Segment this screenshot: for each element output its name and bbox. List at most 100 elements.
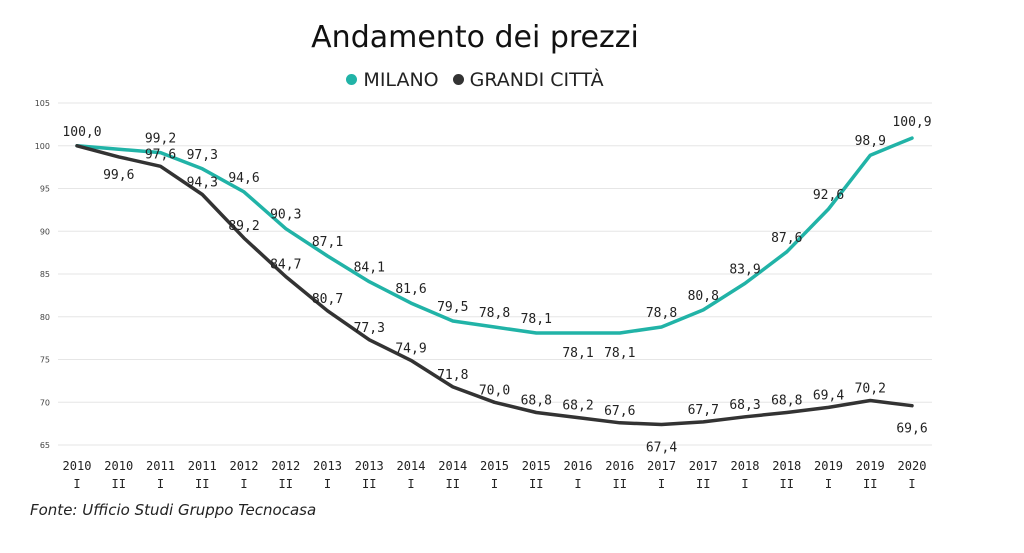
data-label-milano: 78,1 [604,346,635,361]
x-tick-year: 2018 [731,459,760,473]
data-label-milano: 78,8 [479,306,510,321]
data-label-milano: 78,1 [562,346,593,361]
x-tick-year: 2010 [104,459,133,473]
x-tick-year: 2017 [647,459,676,473]
x-tick-half: II [279,477,293,491]
source-note: Fonte: Ufficio Studi Gruppo Tecnocasa [30,501,317,519]
x-tick-half: II [195,477,209,491]
y-tick-label: 85 [40,270,50,279]
x-tick-half: II [112,477,126,491]
x-tick-half: I [240,477,247,491]
data-label-grandi-citta: 77,3 [354,321,385,336]
x-tick-year: 2016 [605,459,634,473]
x-tick-year: 2015 [480,459,509,473]
x-tick-year: 2018 [772,459,801,473]
y-tick-label: 75 [40,356,50,365]
data-label-grandi-citta: 74,9 [395,341,426,356]
x-tick-half: II [529,477,543,491]
data-label-grandi-citta: 68,2 [562,399,593,414]
data-label-grandi-citta: 68,8 [521,394,552,409]
x-tick-year: 2017 [689,459,718,473]
x-tick-year: 2014 [438,459,467,473]
data-label-grandi-citta: 67,4 [646,440,677,455]
y-tick-label: 65 [40,441,50,450]
legend-item-grandi-citta: GRANDI CITTÀ [452,68,604,91]
data-label-milano: 80,8 [688,289,719,304]
data-label-milano: 78,1 [521,312,552,327]
x-tick-year: 2015 [522,459,551,473]
data-label-milano: 97,3 [187,148,218,163]
series-line-grandi-citta [75,144,914,427]
legend-marker-milano [346,74,358,85]
x-tick-half: I [825,477,832,491]
x-tick-half: I [574,477,581,491]
x-tick-year: 2011 [146,459,175,473]
data-label-grandi-citta: 80,7 [312,292,343,307]
data-label-milano: 87,6 [771,231,802,246]
data-label-grandi-citta: 99,6 [103,168,134,183]
x-tick-half: I [407,477,414,491]
x-tick-half: I [658,477,665,491]
data-label-grandi-citta: 94,3 [187,175,218,190]
data-label-grandi-citta: 68,8 [771,394,802,409]
legend-label-milano: MILANO [363,68,439,91]
data-label-milano: 90,3 [270,208,301,223]
x-tick-half: I [324,477,331,491]
x-tick-year: 2019 [856,459,885,473]
x-tick-year: 2012 [271,459,300,473]
x-tick-half: II [863,477,877,491]
data-label-milano: 100,0 [62,125,101,140]
legend-item-milano: MILANO [346,68,439,91]
data-label-grandi-citta: 70,0 [479,383,510,398]
series-line-milano [75,136,914,335]
data-label-grandi-citta: 67,7 [688,403,719,418]
data-label-milano: 98,9 [855,134,886,149]
x-tick-half: I [908,477,915,491]
x-tick-half: II [696,477,710,491]
legend-marker-grandi-citta [452,74,464,85]
data-label-grandi-citta: 69,4 [813,388,844,403]
x-tick-year: 2011 [188,459,217,473]
y-tick-label: 70 [40,398,50,407]
data-label-grandi-citta: 67,6 [604,404,635,419]
x-tick-year: 2012 [230,459,259,473]
chart-legend: MILANO GRANDI CITTÀ [0,68,950,91]
x-tick-half: I [741,477,748,491]
data-label-grandi-citta: 69,6 [896,422,927,437]
x-tick-half: II [780,477,794,491]
data-label-milano: 99,2 [145,132,176,147]
data-label-milano: 100,9 [892,115,931,130]
data-label-milano: 84,1 [354,261,385,276]
x-tick-half: II [613,477,627,491]
data-label-grandi-citta: 97,6 [145,147,176,162]
chart-title: Andamento dei prezzi [311,20,639,55]
data-label-milano: 92,6 [813,188,844,203]
x-tick-half: I [491,477,498,491]
data-label-milano: 81,6 [395,282,426,297]
y-tick-label: 100 [35,142,50,151]
data-label-milano: 79,5 [437,300,468,315]
y-tick-label: 90 [40,227,50,236]
x-tick-half: II [446,477,460,491]
x-tick-half: I [73,477,80,491]
x-tick-year: 2019 [814,459,843,473]
x-tick-half: I [157,477,164,491]
x-tick-half: II [362,477,376,491]
data-label-grandi-citta: 84,7 [270,258,301,273]
data-label-grandi-citta: 70,2 [855,382,886,397]
x-tick-year: 2016 [564,459,593,473]
legend-label-grandi-citta: GRANDI CITTÀ [469,68,604,91]
x-tick-year: 2013 [355,459,384,473]
data-label-grandi-citta: 71,8 [437,368,468,383]
x-tick-year: 2020 [898,459,927,473]
data-label-milano: 87,1 [312,235,343,250]
y-tick-label: 105 [35,99,50,108]
y-tick-label: 80 [40,313,50,322]
data-label-milano: 83,9 [729,262,760,277]
x-tick-year: 2010 [63,459,92,473]
x-tick-year: 2014 [397,459,426,473]
data-label-milano: 78,8 [646,306,677,321]
data-label-grandi-citta: 89,2 [228,219,259,234]
data-label-milano: 94,6 [228,171,259,186]
